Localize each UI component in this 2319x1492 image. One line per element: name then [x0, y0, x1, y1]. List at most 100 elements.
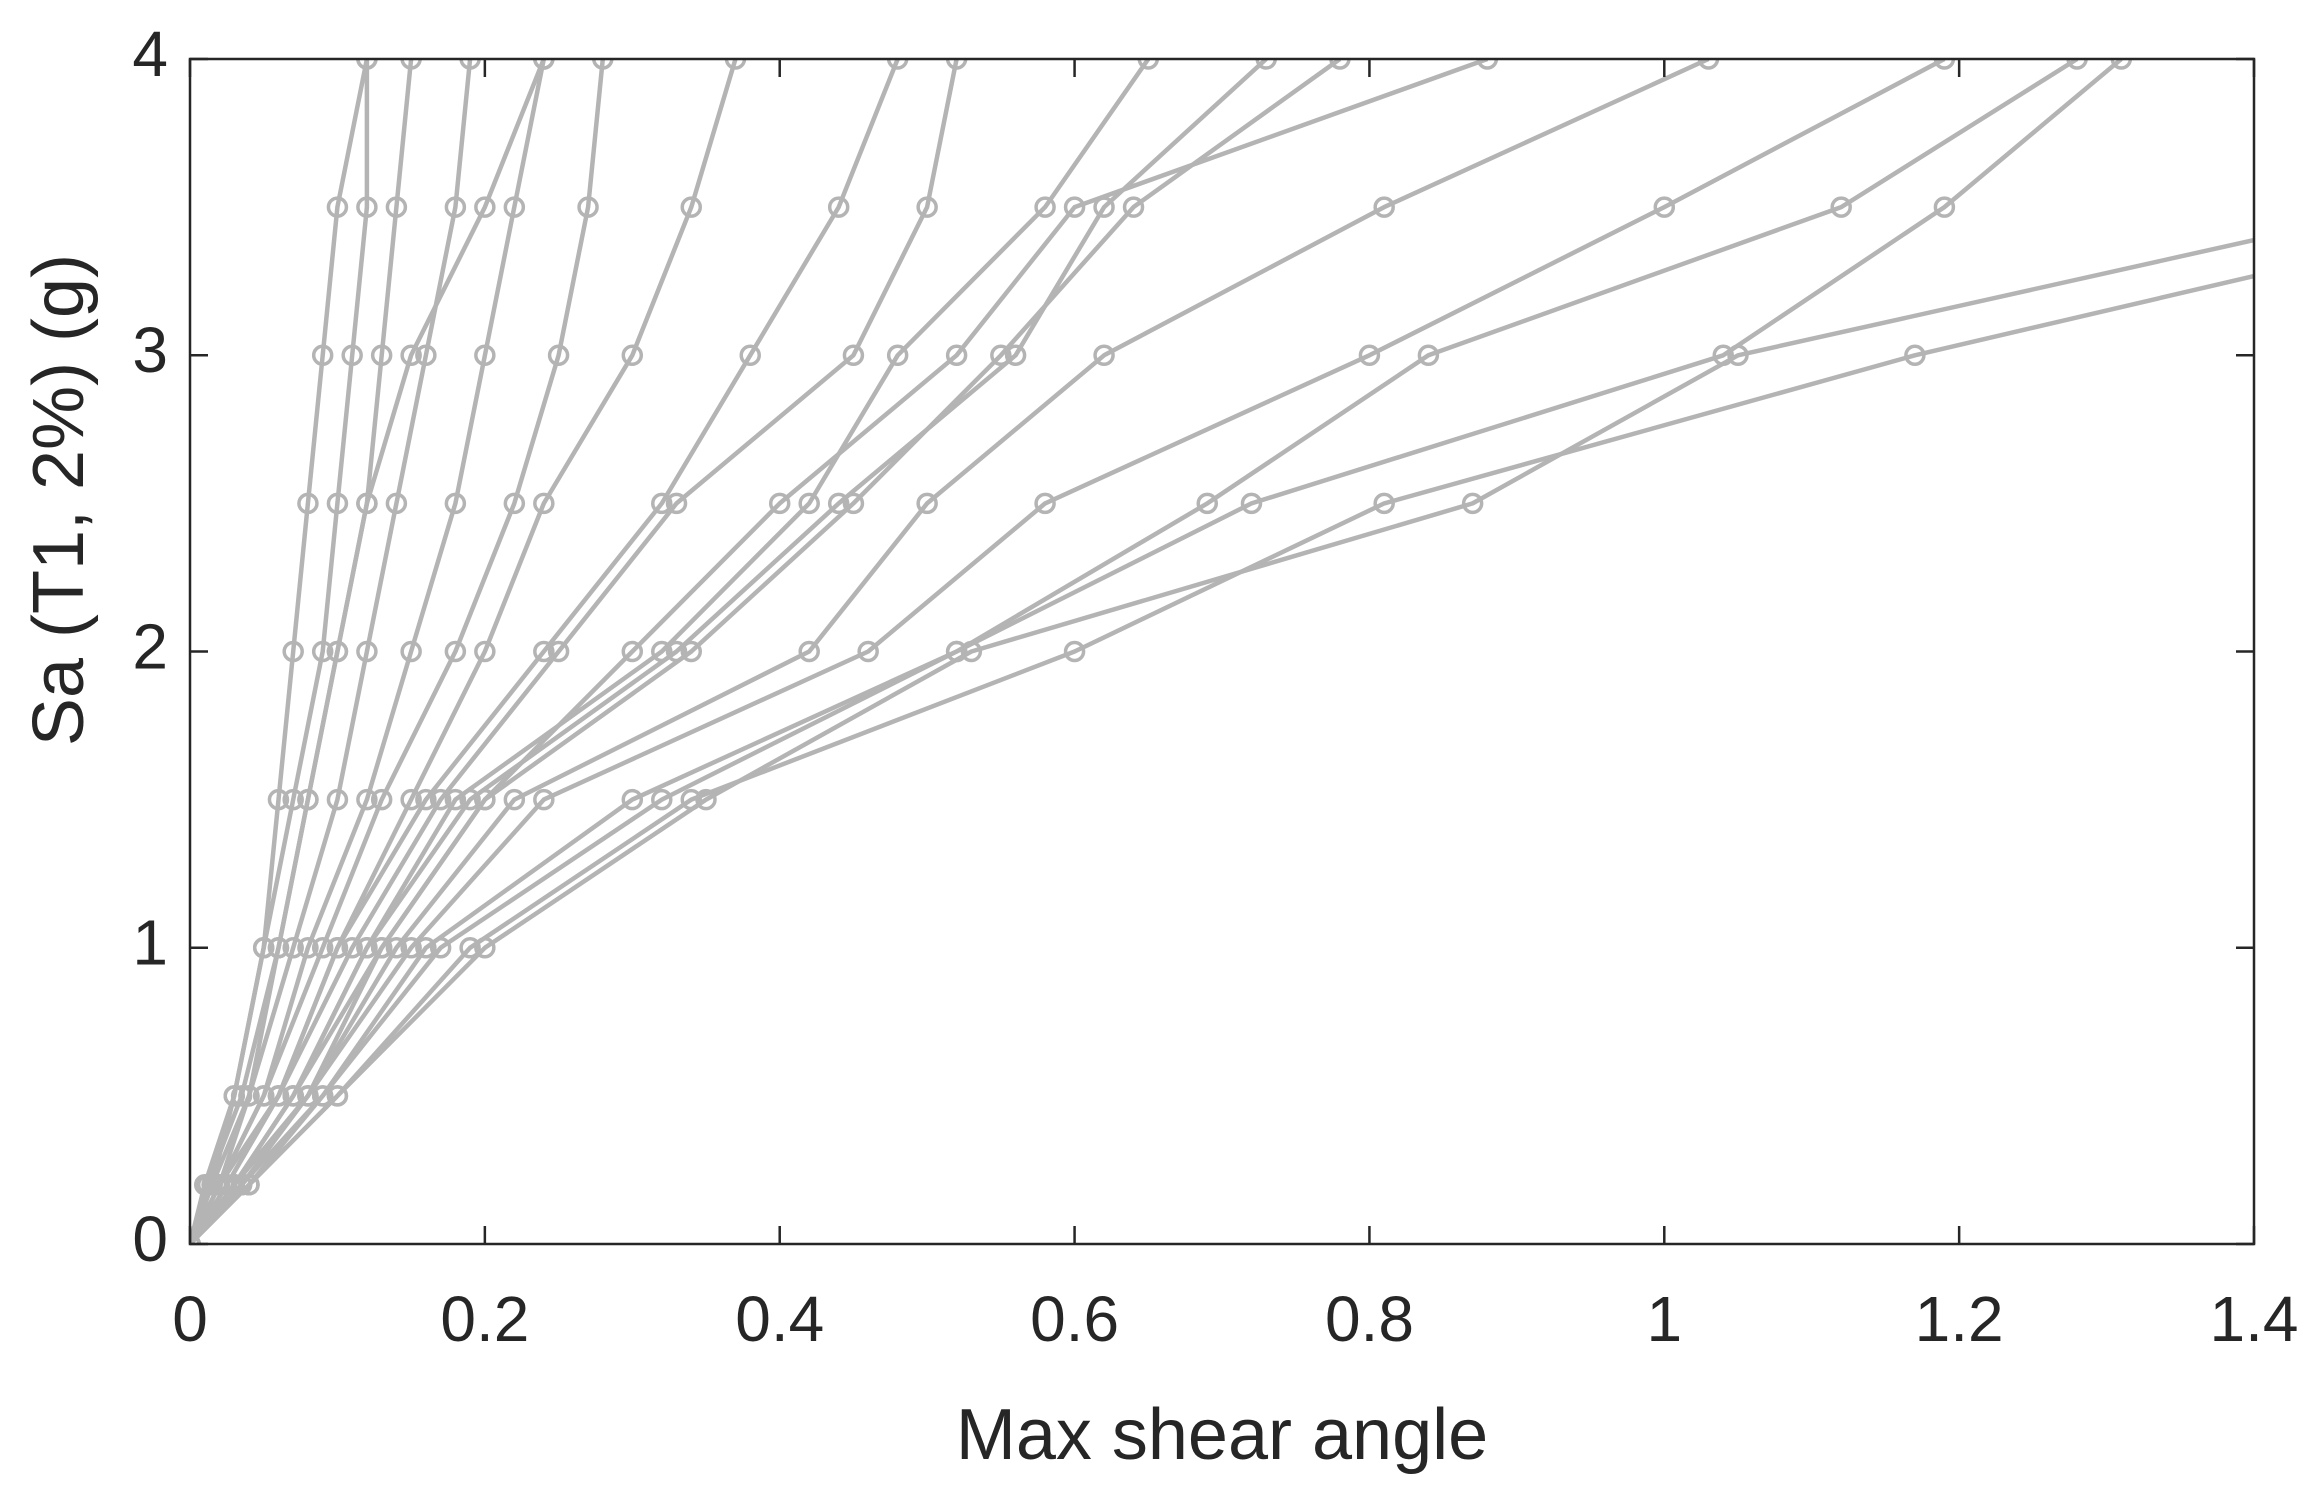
marker — [267, 1085, 290, 1107]
marker — [842, 492, 865, 515]
marker — [1255, 59, 1277, 70]
marker — [385, 492, 408, 515]
series-line — [190, 59, 959, 1244]
marker — [1373, 492, 1395, 515]
marker — [1137, 59, 1160, 70]
marker — [2066, 59, 2088, 70]
marker — [695, 788, 717, 811]
marker — [842, 344, 865, 366]
marker — [1373, 196, 1395, 218]
marker — [945, 59, 968, 70]
marker — [1034, 196, 1056, 218]
marker — [385, 937, 408, 959]
marker — [1063, 640, 1086, 663]
marker — [827, 492, 850, 515]
marker — [547, 640, 570, 663]
y-tick-label: 1 — [132, 907, 168, 979]
marker — [474, 196, 496, 218]
marker — [282, 640, 304, 663]
x-tick-label: 1 — [1646, 1283, 1682, 1355]
marker — [400, 640, 422, 663]
marker — [665, 492, 688, 515]
marker — [503, 196, 526, 218]
marker — [577, 196, 599, 218]
y-axis-label: Sa (T1, 2%) (g) — [19, 254, 99, 746]
marker — [533, 788, 555, 811]
x-tick-label: 0.2 — [440, 1283, 529, 1355]
marker — [297, 492, 319, 515]
marker — [533, 59, 555, 70]
marker — [857, 640, 879, 663]
marker — [459, 59, 481, 70]
marker — [916, 196, 938, 218]
marker — [444, 640, 467, 663]
marker — [356, 196, 378, 218]
plot-area — [190, 59, 2254, 1244]
marker — [429, 788, 452, 811]
marker — [680, 640, 703, 663]
marker — [827, 196, 850, 218]
y-tick-label: 3 — [132, 314, 168, 386]
y-tick-label: 0 — [132, 1203, 168, 1275]
series-line — [190, 59, 1710, 1244]
x-tick-label: 0.4 — [735, 1283, 824, 1355]
marker — [1904, 344, 1926, 366]
marker — [252, 937, 275, 959]
marker — [297, 788, 319, 811]
marker — [1933, 196, 1956, 218]
marker — [503, 788, 526, 811]
marker — [960, 640, 983, 663]
x-tick-label: 1.2 — [1915, 1283, 2004, 1355]
marker — [945, 344, 968, 366]
marker — [326, 640, 349, 663]
marker — [282, 788, 304, 811]
marker — [1830, 196, 1852, 218]
marker — [356, 492, 378, 515]
marker — [1727, 344, 1749, 366]
marker — [370, 937, 393, 959]
marker — [429, 937, 452, 959]
marker — [459, 937, 481, 959]
marker — [474, 937, 496, 959]
x-tick-label: 1.4 — [2210, 1283, 2299, 1355]
marker — [326, 1085, 349, 1107]
x-tick-label: 0 — [172, 1283, 208, 1355]
marker — [356, 59, 378, 70]
marker — [547, 344, 570, 366]
marker — [282, 1085, 304, 1107]
marker — [990, 344, 1012, 366]
marker — [1933, 59, 1956, 70]
marker — [370, 788, 393, 811]
series-line — [190, 59, 1946, 1244]
marker — [326, 492, 349, 515]
marker — [201, 1174, 223, 1196]
marker — [768, 492, 791, 515]
marker — [886, 344, 909, 366]
marker — [1063, 196, 1086, 218]
series-line — [190, 237, 2254, 1244]
marker — [267, 788, 290, 811]
marker — [444, 492, 467, 515]
marker — [415, 788, 437, 811]
marker — [282, 937, 304, 959]
marker — [311, 1085, 334, 1107]
marker — [267, 937, 290, 959]
x-tick-label: 0.8 — [1325, 1283, 1414, 1355]
marker — [592, 59, 614, 70]
marker — [400, 59, 422, 70]
marker — [886, 59, 909, 70]
marker — [474, 640, 496, 663]
marker — [1034, 492, 1056, 515]
marker — [474, 788, 496, 811]
marker — [311, 640, 334, 663]
marker — [1122, 196, 1145, 218]
marker — [1417, 344, 1440, 366]
series-line — [190, 59, 473, 1244]
marker — [415, 344, 437, 366]
series-line — [190, 59, 2123, 1244]
series-line — [190, 59, 738, 1244]
marker — [400, 788, 422, 811]
series-line — [190, 59, 2079, 1244]
marker — [223, 1085, 245, 1107]
marker — [385, 196, 408, 218]
